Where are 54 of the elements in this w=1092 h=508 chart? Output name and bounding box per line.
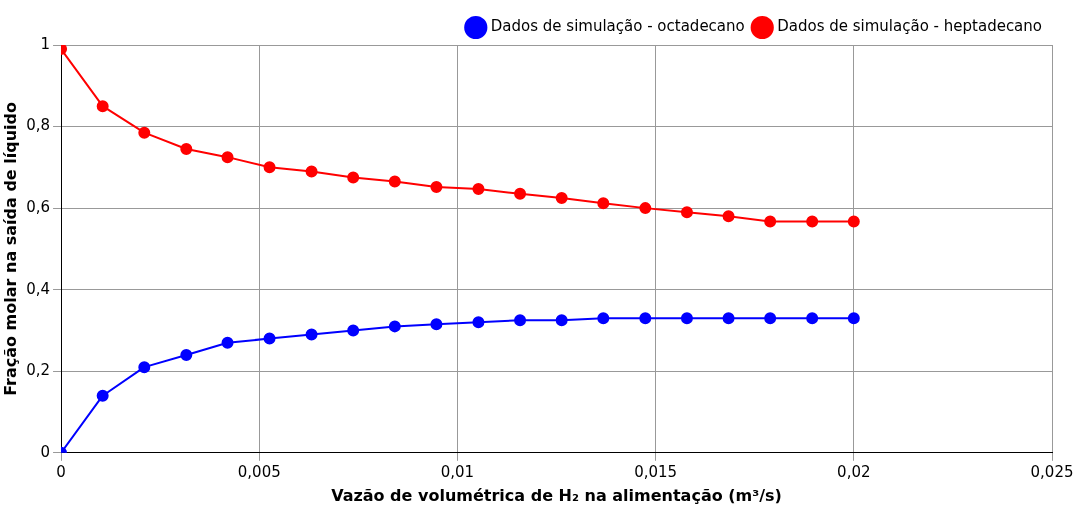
y-tick-label: 0,8 bbox=[26, 116, 51, 135]
point bbox=[847, 312, 860, 325]
y-tick-label: 0 bbox=[40, 442, 51, 461]
point bbox=[221, 151, 234, 164]
point bbox=[305, 165, 318, 178]
point bbox=[138, 361, 151, 374]
legend-label: Dados de simulação - octadecano bbox=[490, 17, 745, 36]
point bbox=[847, 215, 860, 228]
y-tick-label: 0,4 bbox=[26, 279, 51, 298]
point bbox=[806, 215, 819, 228]
point bbox=[555, 314, 568, 327]
point bbox=[514, 314, 527, 327]
point bbox=[430, 180, 443, 193]
point bbox=[347, 171, 360, 184]
point bbox=[514, 187, 527, 200]
point bbox=[347, 324, 360, 337]
point bbox=[388, 175, 401, 188]
point bbox=[472, 182, 485, 195]
x-tick-label: 0,02 bbox=[837, 462, 871, 481]
y-tick-label: 0,2 bbox=[26, 361, 51, 380]
point bbox=[680, 206, 693, 219]
point bbox=[764, 215, 777, 228]
point bbox=[639, 312, 652, 325]
point bbox=[430, 318, 443, 331]
x-tick-label: 0 bbox=[56, 462, 66, 481]
y-tick-label: 1 bbox=[40, 34, 51, 53]
x-tick-label: 0,01 bbox=[440, 462, 475, 481]
point bbox=[597, 312, 610, 325]
point bbox=[305, 328, 318, 341]
x-axis-title: Vazão de volumétrica de H₂ na alimentação (m³/s) bbox=[331, 485, 782, 505]
point bbox=[221, 336, 234, 349]
point bbox=[180, 348, 193, 361]
point bbox=[555, 191, 568, 204]
point bbox=[388, 320, 401, 333]
point bbox=[680, 312, 693, 325]
point bbox=[263, 332, 276, 345]
x-tick-label: 0,025 bbox=[1030, 462, 1074, 481]
x-tick-label: 0,005 bbox=[237, 462, 281, 481]
point bbox=[722, 210, 735, 223]
point bbox=[263, 161, 276, 174]
point bbox=[806, 312, 819, 325]
point bbox=[639, 202, 652, 215]
y-axis-title: Fração molar na saída de líquido bbox=[0, 101, 20, 396]
point bbox=[96, 100, 109, 113]
point bbox=[722, 312, 735, 325]
x-tick-label: 0,015 bbox=[634, 462, 678, 481]
point bbox=[597, 197, 610, 210]
y-tick-label: 0,6 bbox=[26, 198, 51, 217]
legend-label: Dados de simulação - heptadecano bbox=[777, 17, 1043, 36]
point bbox=[180, 142, 193, 155]
point bbox=[764, 312, 777, 325]
point bbox=[138, 126, 151, 139]
point bbox=[472, 316, 485, 329]
point bbox=[96, 389, 109, 402]
